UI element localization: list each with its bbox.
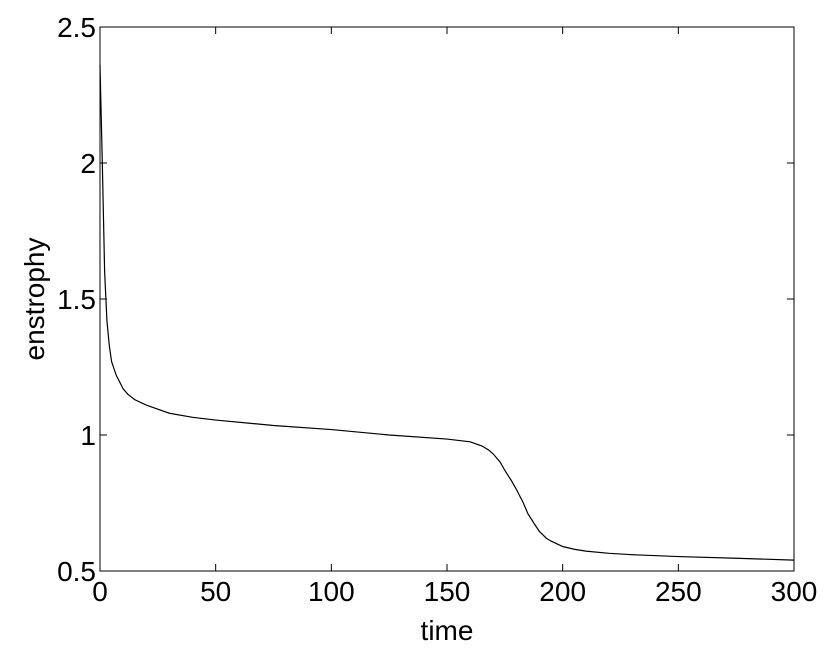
x-tick-label: 50 [200,576,231,607]
x-tick-label: 200 [539,576,586,607]
y-axis-label: enstrophy [19,238,50,361]
x-axis-label: time [421,615,474,644]
x-tick-label: 300 [771,576,818,607]
x-tick-label: 150 [424,576,471,607]
y-tick-label: 1.5 [57,284,96,315]
y-tick-label: 2 [80,148,96,179]
plot-frame [99,26,795,572]
y-tick-label: 2.5 [57,12,96,43]
x-tick-label: 250 [655,576,702,607]
y-tick-label: 0.5 [57,556,96,587]
data-line [99,65,795,561]
y-tick-label: 1 [80,420,96,451]
x-tick-label: 100 [308,576,355,607]
x-tick-label: 0 [92,576,108,607]
